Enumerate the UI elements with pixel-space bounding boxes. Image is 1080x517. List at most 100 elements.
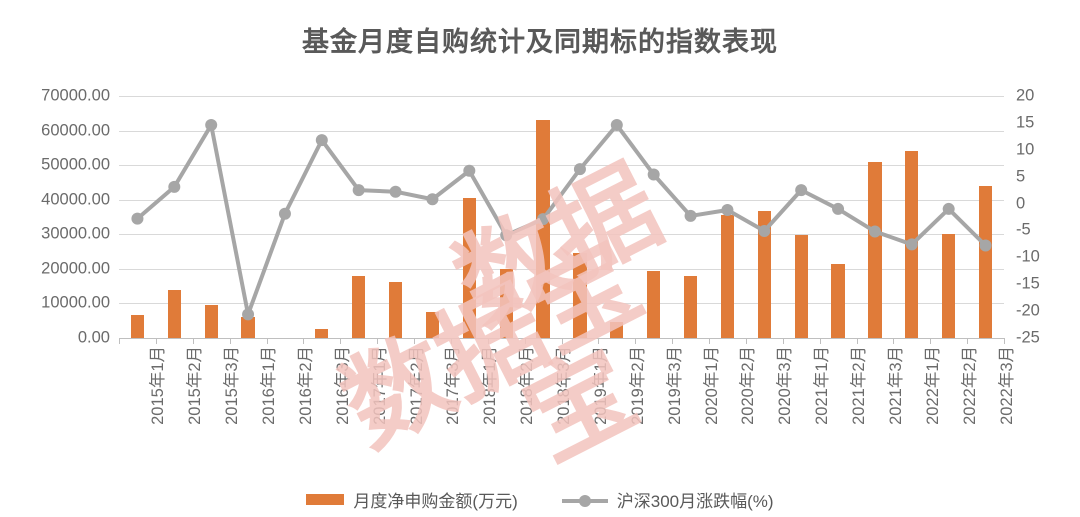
legend-label-line: 沪深300月涨跌幅(%) — [616, 492, 774, 511]
x-axis-tick — [414, 338, 415, 344]
x-axis-labels: 2015年1月 2015年2月 2015年3月 2016年1月 2016年2月 2016年… — [119, 346, 1015, 466]
x-axis-tick-label: 2022年1月 — [923, 346, 942, 425]
gridline — [119, 234, 1004, 236]
y-axis-right-tick-label: -10 — [1016, 247, 1040, 266]
x-axis-tick — [303, 338, 305, 344]
line-series — [131, 119, 992, 321]
legend-item-bar[interactable]: 月度净申购金额(万元) — [306, 487, 518, 512]
line-marker — [684, 209, 697, 222]
x-axis-tick — [340, 338, 342, 344]
bar — [978, 185, 993, 338]
y-axis-right-tick-label: 15 — [1016, 113, 1035, 132]
line-marker — [795, 184, 808, 197]
x-axis-tick — [745, 338, 747, 344]
x-axis-tick — [782, 338, 784, 344]
bar — [536, 119, 550, 338]
x-axis-tick — [229, 338, 231, 344]
legend-item-line[interactable]: 沪深300月涨跌幅(%) — [561, 487, 774, 512]
gridline — [119, 303, 1004, 305]
line-path — [135, 123, 988, 317]
x-axis-tick-label: 2017年2月 — [407, 346, 426, 425]
line-marker — [352, 184, 365, 197]
bar — [942, 233, 956, 338]
x-axis-tick — [893, 338, 895, 344]
bar — [683, 275, 698, 338]
bar — [499, 268, 513, 338]
line-marker — [463, 164, 476, 177]
line-marker — [832, 202, 845, 215]
bar — [315, 329, 329, 338]
x-axis-tick-label: 2015年3月 — [223, 346, 242, 425]
x-axis-tick — [672, 338, 674, 344]
line-marker — [942, 202, 955, 215]
y-axis-left-tick-label: 10000.00 — [41, 293, 110, 312]
line-marker — [610, 119, 623, 132]
bar — [868, 162, 882, 338]
bar — [720, 215, 735, 338]
line-marker — [537, 213, 550, 226]
line-marker — [758, 224, 771, 237]
x-axis-tick — [119, 338, 120, 344]
bar — [352, 276, 366, 338]
x-axis-tick-label: 2022年2月 — [960, 346, 979, 425]
y-axis-left-tick-label: 30000.00 — [41, 224, 110, 243]
x-axis-tick-label: 2020年3月 — [776, 346, 795, 425]
y-axis-left-tick-label: 60000.00 — [41, 121, 110, 140]
bar — [831, 263, 845, 338]
x-axis-tick — [561, 338, 563, 344]
bar — [130, 315, 145, 338]
y-axis-left-tick-label: 50000.00 — [41, 155, 110, 174]
x-axis-tick-label: 2016年3月 — [333, 346, 352, 425]
x-axis-tick-label: 2019年1月 — [591, 346, 610, 425]
x-axis-tick — [1004, 338, 1005, 344]
x-axis-tick — [819, 338, 821, 344]
x-axis-tick — [635, 338, 637, 344]
x-axis-tick-label: 2021年3月 — [886, 346, 905, 425]
x-axis-tick-label: 2021年1月 — [813, 346, 832, 425]
y-axis-left-tick-label: 20000.00 — [41, 259, 110, 278]
x-axis-tick — [930, 338, 932, 344]
x-axis-tick-label: 2015年1月 — [149, 346, 168, 425]
x-axis-tick-label: 2018年3月 — [555, 346, 574, 425]
y-axis-left: 0.00 10000.00 20000.00 30000.00 40000.00 5000… — [0, 87, 110, 347]
chart-legend: 月度净申购金额(万元) 沪深300月涨跌幅(%) — [0, 487, 1080, 512]
x-axis-tick-label: 2017年1月 — [370, 346, 389, 425]
y-axis-right-tick-label: -15 — [1016, 274, 1040, 293]
x-axis-tick — [377, 338, 379, 344]
gridline — [119, 96, 1004, 97]
y-axis-right-tick-label: 10 — [1016, 140, 1035, 159]
x-axis-tick — [856, 338, 858, 344]
y-axis-right-tick-label: -20 — [1016, 301, 1040, 320]
bar — [204, 305, 218, 338]
x-axis-tick — [487, 338, 489, 344]
bar — [462, 198, 476, 338]
x-axis-tick-label: 2015年2月 — [186, 346, 205, 425]
x-axis-tick — [967, 338, 969, 344]
line-marker — [647, 168, 660, 181]
x-axis-tick-label: 2019年3月 — [665, 346, 684, 425]
line-marker — [500, 229, 513, 242]
line-marker — [389, 185, 402, 198]
bar — [167, 290, 181, 338]
line-marker — [168, 180, 181, 193]
line-marker — [979, 239, 992, 252]
legend-bar-swatch-icon — [306, 494, 345, 505]
line-marker — [205, 119, 218, 132]
gridline — [119, 130, 1004, 132]
x-axis-tick-label: 2016年2月 — [296, 346, 315, 425]
y-axis-right-tick-label: 5 — [1016, 167, 1026, 186]
x-axis-tick-label: 2016年1月 — [260, 346, 279, 425]
x-axis-tick-label: 2020年1月 — [702, 346, 721, 425]
x-axis-tick-label: 2018年2月 — [518, 346, 537, 425]
x-axis-tick-label: 2018年1月 — [481, 346, 500, 425]
y-axis-left-tick-label: 0.00 — [77, 328, 110, 347]
x-axis-tick-label: 2022年3月 — [997, 346, 1016, 425]
y-axis-left-tick-label: 70000.00 — [41, 86, 110, 105]
gridline — [119, 165, 1004, 167]
line-marker — [426, 193, 439, 206]
page-title: 基金月度自购统计及同期标的指数表现 — [302, 27, 778, 57]
x-axis-tick — [155, 338, 157, 344]
bar — [241, 317, 255, 338]
line-marker — [721, 204, 734, 217]
y-axis-right-tick-label: 0 — [1016, 194, 1026, 213]
